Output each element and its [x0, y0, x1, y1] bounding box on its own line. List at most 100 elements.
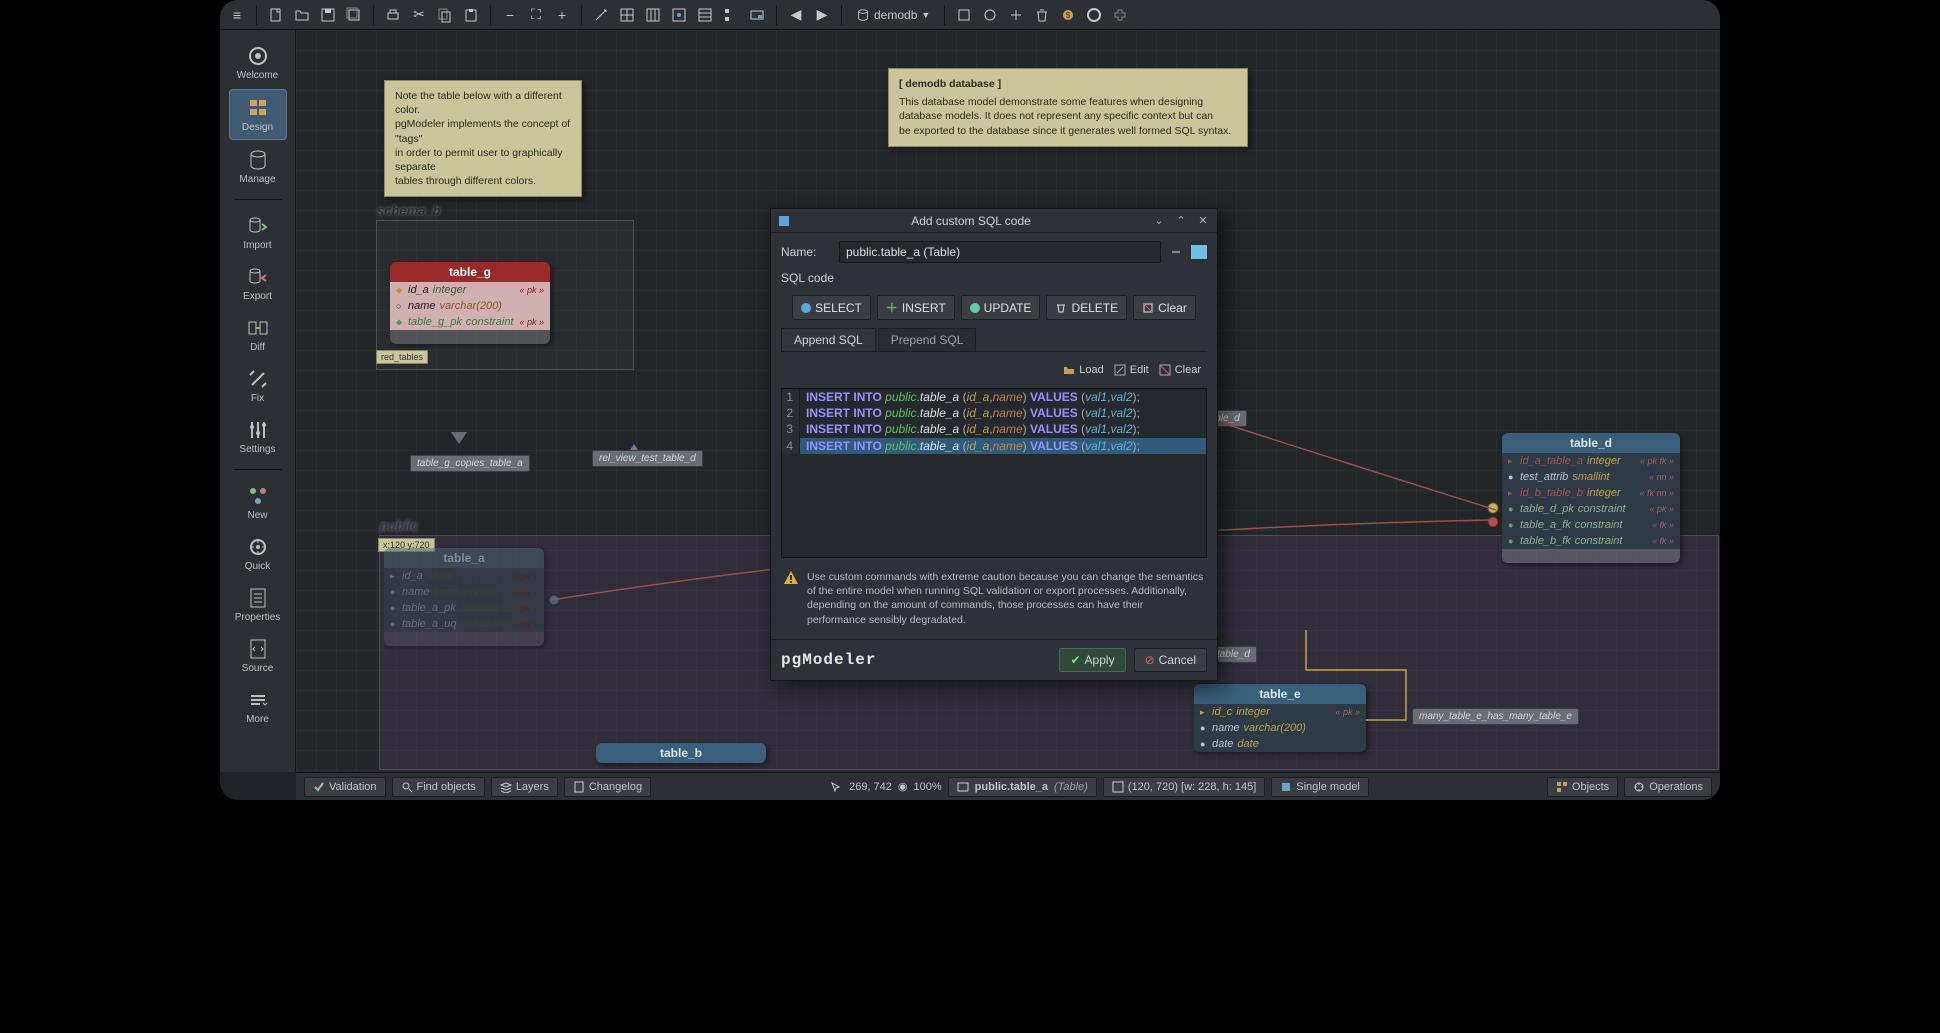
- editor-edit-button[interactable]: Edit: [1114, 364, 1149, 376]
- statusbar-changelog-button[interactable]: Changelog: [564, 777, 651, 797]
- sql-clear-button[interactable]: Clear: [1133, 295, 1196, 320]
- toolbar-coin-icon[interactable]: $: [1057, 4, 1079, 26]
- toolbar-ext3-icon[interactable]: [1005, 4, 1027, 26]
- sidebar-item-export[interactable]: Export: [229, 259, 287, 308]
- toolbar-open-icon[interactable]: [291, 4, 313, 26]
- toolbar-new-icon[interactable]: [265, 4, 287, 26]
- rel-e-has-many-e[interactable]: many_table_e_has_many_table_e: [1412, 708, 1579, 725]
- sql-delete-button[interactable]: DELETE: [1046, 295, 1127, 320]
- sidebar-item-welcome[interactable]: Welcome: [229, 38, 287, 87]
- dialog-title: Add custom SQL code: [797, 214, 1145, 228]
- table-row: ●table_a_pkconstraint« pk »: [384, 600, 544, 616]
- toolbar-snap-icon[interactable]: [668, 4, 690, 26]
- table-a-title: table_a: [384, 548, 544, 568]
- sidebar-item-manage[interactable]: Manage: [229, 142, 287, 191]
- toolbar-print-icon[interactable]: [382, 4, 404, 26]
- toolbar-grid3-icon[interactable]: [694, 4, 716, 26]
- sql-tabs: Append SQL Prepend SQL: [781, 328, 1207, 352]
- statusbar-objects-button[interactable]: Objects: [1547, 777, 1618, 797]
- marker-triangle-down: [451, 432, 467, 444]
- table-row: ▸id_aserial« pk »: [384, 568, 544, 584]
- sql-code-editor[interactable]: 1INSERT INTO public.table_a (id_a,name) …: [781, 388, 1207, 558]
- table-row: ⬥table_g_pkconstraint« pk »: [390, 314, 550, 330]
- properties-icon: [246, 586, 270, 610]
- table-row: ●namevarchar(200): [1194, 720, 1366, 736]
- toolbar-help-icon[interactable]: [1083, 4, 1105, 26]
- window-maximize-icon[interactable]: ⌃: [1173, 213, 1189, 229]
- sidebar-item-settings[interactable]: Settings: [229, 412, 287, 461]
- sidebar-item-import[interactable]: Import: [229, 208, 287, 257]
- toolbar-trash-icon[interactable]: [1031, 4, 1053, 26]
- rel-g-copies-a[interactable]: table_g_copies_table_a: [410, 455, 530, 472]
- tab-prepend-sql[interactable]: Prepend SQL: [878, 328, 977, 351]
- table-d[interactable]: table_d ▸id_a_table_ainteger« pk fk » ●t…: [1502, 433, 1680, 563]
- design-canvas[interactable]: Note the table below with a different co…: [296, 30, 1720, 772]
- dialog-name-input[interactable]: public.table_a (Table): [839, 241, 1161, 263]
- schema-b-label: schema_b: [377, 203, 441, 218]
- toolbar-zoomfit-icon[interactable]: ⛶: [525, 4, 547, 26]
- window-minimize-icon[interactable]: ⌄: [1151, 213, 1167, 229]
- table-d-title: table_d: [1502, 433, 1680, 453]
- toolbar-grid1-icon[interactable]: [616, 4, 638, 26]
- diff-icon: [246, 316, 270, 340]
- toolbar-next-icon[interactable]: ▶: [811, 4, 833, 26]
- apply-button[interactable]: ✔Apply: [1059, 648, 1125, 672]
- toolbar-prev-icon[interactable]: ◀: [785, 4, 807, 26]
- table-e[interactable]: table_e ▸id_cinteger« pk » ●namevarchar(…: [1194, 684, 1366, 752]
- clear-name-icon[interactable]: [1169, 245, 1183, 259]
- sidebar-item-design[interactable]: Design: [229, 89, 287, 140]
- sidebar-item-properties[interactable]: Properties: [229, 580, 287, 629]
- editor-load-button[interactable]: Load: [1063, 364, 1103, 376]
- tab-append-sql[interactable]: Append SQL: [781, 328, 876, 351]
- toolbar-cut-icon[interactable]: ✂: [408, 4, 430, 26]
- color-picker-icon[interactable]: [1191, 245, 1207, 259]
- statusbar-operations-button[interactable]: Operations: [1624, 777, 1712, 797]
- warning-icon: [783, 570, 799, 586]
- table-row: ●table_d_pkconstraint« pk »: [1502, 501, 1680, 517]
- sql-insert-button[interactable]: ＋INSERT: [877, 295, 955, 320]
- sidebar-item-fix[interactable]: Fix: [229, 361, 287, 410]
- toolbar-save-icon[interactable]: [317, 4, 339, 26]
- sidebar-item-diff[interactable]: Diff: [229, 310, 287, 359]
- toolbar-ext1-icon[interactable]: [953, 4, 975, 26]
- editor-clear-button[interactable]: Clear: [1159, 364, 1201, 376]
- statusbar-find-button[interactable]: Find objects: [392, 777, 485, 797]
- statusbar-validation-button[interactable]: Validation: [304, 777, 386, 797]
- toolbar-ext2-icon[interactable]: [979, 4, 1001, 26]
- toolbar-plugin-icon[interactable]: [1109, 4, 1131, 26]
- toolbar-saveall-icon[interactable]: [343, 4, 365, 26]
- table-b[interactable]: table_b: [596, 743, 766, 763]
- toolbar-magic-icon[interactable]: [590, 4, 612, 26]
- window-close-icon[interactable]: ✕: [1195, 213, 1211, 229]
- svg-text:$: $: [1066, 11, 1071, 20]
- toolbar-database-selector[interactable]: demodb ▼: [850, 8, 936, 22]
- toolbar-overview-icon[interactable]: [720, 4, 742, 26]
- table-row: ●table_b_fkconstraint« fk »: [1502, 533, 1680, 549]
- statusbar-selected-object: public.table_a (Table): [948, 777, 1097, 797]
- more-icon: [246, 688, 270, 712]
- sql-update-button[interactable]: UPDATE: [961, 295, 1041, 320]
- new-icon: [246, 484, 270, 508]
- fix-icon: [246, 367, 270, 391]
- sidebar-item-new[interactable]: New: [229, 478, 287, 527]
- toolbar-grid2-icon[interactable]: [642, 4, 664, 26]
- statusbar-layers-button[interactable]: Layers: [491, 777, 558, 797]
- note-tags: Note the table below with a different co…: [384, 80, 582, 197]
- toolbar-minimap-icon[interactable]: [746, 4, 768, 26]
- table-a[interactable]: table_a ▸id_aserial« pk » ●namevarchar(2…: [384, 548, 544, 646]
- toolbar-zoomout-icon[interactable]: −: [499, 4, 521, 26]
- statusbar-single-model-button[interactable]: Single model: [1271, 777, 1369, 797]
- rel-view-test-d[interactable]: rel_view_test_table_d: [592, 450, 703, 467]
- toolbar-paste-icon[interactable]: [460, 4, 482, 26]
- statusbar-cursor-icon: [829, 780, 843, 794]
- sidebar-item-source[interactable]: Source: [229, 631, 287, 680]
- toolbar-copy-icon[interactable]: [434, 4, 456, 26]
- table-g[interactable]: table_g ⬥id_ainteger« pk » ○namevarchar(…: [390, 262, 550, 344]
- sql-select-button[interactable]: SELECT: [792, 295, 871, 320]
- sidebar-item-quick[interactable]: Quick: [229, 529, 287, 578]
- dialog-titlebar[interactable]: Add custom SQL code ⌄ ⌃ ✕: [771, 209, 1217, 233]
- cancel-button[interactable]: ⊘Cancel: [1134, 648, 1207, 672]
- hamburger-icon[interactable]: ≡: [226, 4, 248, 26]
- sidebar-item-more[interactable]: More: [229, 682, 287, 731]
- toolbar-zoomin-icon[interactable]: +: [551, 4, 573, 26]
